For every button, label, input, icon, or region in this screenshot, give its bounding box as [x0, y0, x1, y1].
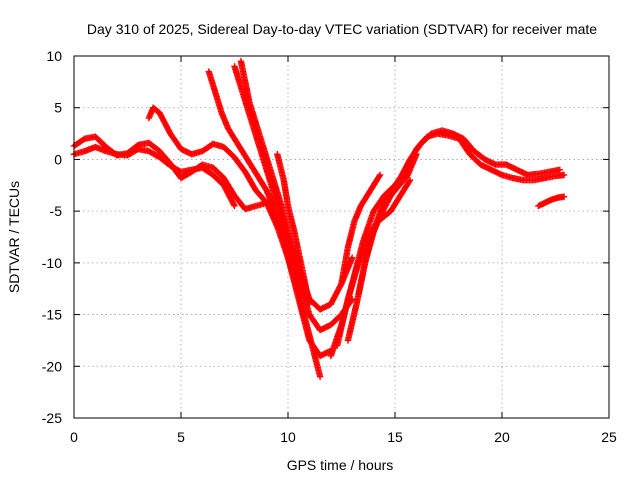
- y-tick-label: -20: [42, 358, 62, 374]
- series-track-2: [70, 133, 270, 213]
- series-track-12: [338, 171, 384, 287]
- data-point: [316, 373, 324, 380]
- x-tick-label: 0: [70, 429, 78, 445]
- data-point: [560, 171, 568, 179]
- chart-title: Day 310 of 2025, Sidereal Day-to-day VTE…: [87, 21, 597, 37]
- y-tick-label: 10: [46, 48, 62, 64]
- series-track-4: [205, 68, 334, 360]
- y-tick-label: -10: [42, 255, 62, 271]
- data-point: [405, 178, 413, 185]
- series-track-13: [535, 193, 568, 210]
- x-tick-label: 15: [387, 429, 403, 445]
- data-point: [413, 151, 420, 158]
- series-track-11: [355, 176, 414, 298]
- x-tick-label: 20: [494, 429, 510, 445]
- data-point: [376, 173, 383, 180]
- y-tick-label: -15: [42, 307, 62, 323]
- x-tick-label: 5: [177, 429, 185, 445]
- y-axis: -25 -20 -15 -10 -5 0 5 10: [42, 48, 609, 426]
- data-point: [230, 201, 237, 208]
- series-track-7: [274, 151, 313, 308]
- data-point: [406, 176, 414, 184]
- data-point: [556, 166, 563, 173]
- y-axis-label: SDTVAR / TECUs: [6, 181, 22, 293]
- data-point: [349, 254, 356, 261]
- plot-frame: [73, 55, 610, 419]
- data-point: [560, 193, 568, 200]
- data-point: [376, 171, 384, 179]
- data-points: [70, 57, 568, 380]
- x-axis: 0 5 10 15 20 25: [70, 56, 617, 445]
- y-tick-label: 0: [54, 151, 62, 167]
- x-tick-label: 25: [601, 429, 617, 445]
- x-axis-label: GPS time / hours: [287, 457, 394, 473]
- y-tick-label: -25: [42, 410, 62, 426]
- data-point: [231, 202, 238, 210]
- x-tick-label: 10: [280, 429, 296, 445]
- y-tick-label: -5: [50, 203, 63, 219]
- y-tick-label: 5: [54, 100, 62, 116]
- data-point: [306, 301, 313, 308]
